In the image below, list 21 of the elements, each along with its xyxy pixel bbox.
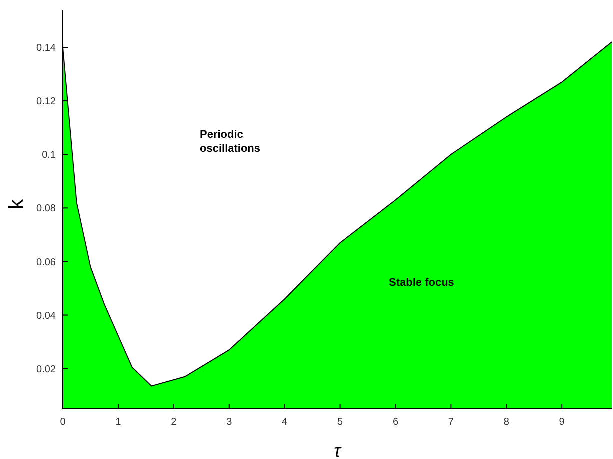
y-tick-label: 0.02	[36, 364, 56, 376]
x-tick-label: 3	[226, 417, 233, 428]
x-tick-label: 0	[60, 417, 66, 428]
x-tick-label: 9	[559, 417, 566, 428]
y-tick-label: 0.1	[42, 150, 56, 162]
x-tick-label: 7	[448, 417, 454, 428]
x-axis-title: τ	[334, 441, 342, 459]
x-tick-label: 4	[282, 417, 288, 428]
y-tick-label: 0.14	[36, 43, 56, 54]
x-tick-label: 1	[116, 417, 122, 428]
x-tick-label: 5	[337, 417, 344, 428]
y-tick-label: 0.06	[36, 257, 56, 268]
y-tick-label: 0.08	[36, 204, 56, 215]
annotation: Stable focus	[389, 276, 454, 290]
x-tick-label: 6	[392, 417, 399, 428]
y-tick-label: 0.12	[36, 96, 56, 108]
y-tick-label: 0.04	[36, 310, 56, 322]
y-axis-title: k	[6, 198, 28, 210]
annotation: Periodic oscillations	[200, 128, 261, 156]
x-tick-label: 2	[171, 417, 178, 428]
x-tick-label: 8	[504, 417, 510, 428]
